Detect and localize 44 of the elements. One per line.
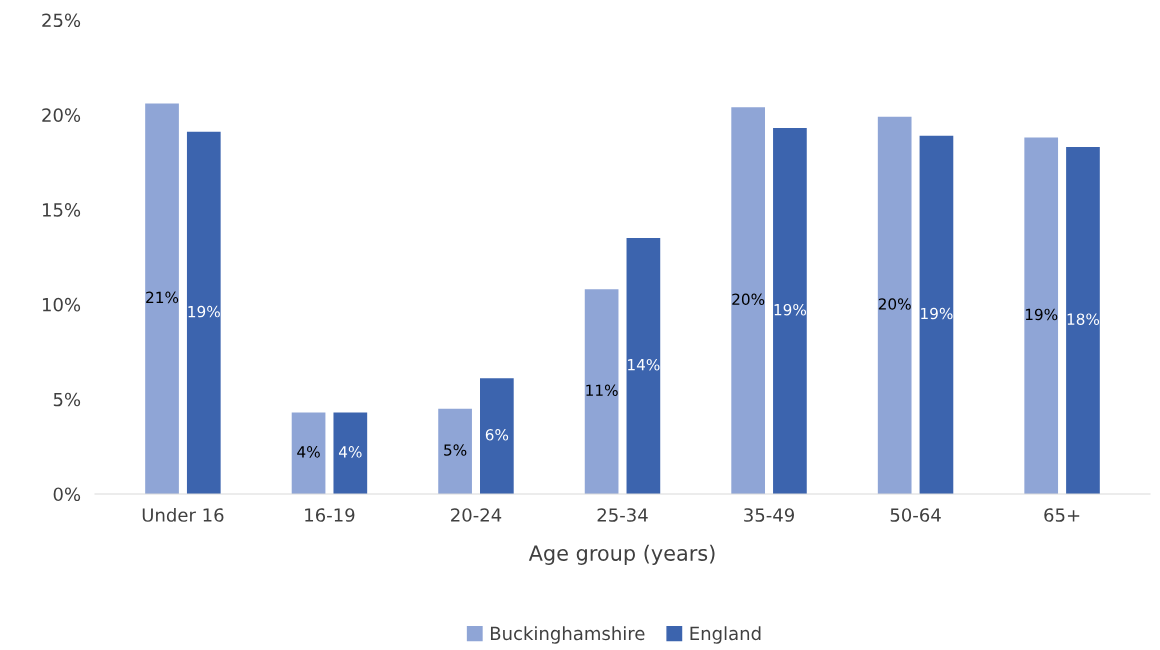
data-label: 19% bbox=[774, 303, 807, 316]
x-tick-label: 16-19 bbox=[305, 508, 355, 522]
x-tick-label: 65+ bbox=[1044, 508, 1080, 522]
bar bbox=[584, 289, 619, 494]
legend-label: England bbox=[690, 626, 761, 644]
bar bbox=[438, 408, 472, 494]
bar bbox=[291, 412, 326, 494]
bar bbox=[877, 116, 912, 494]
x-tick-label: 25-34 bbox=[597, 508, 648, 522]
bar bbox=[919, 135, 954, 494]
data-label: 19% bbox=[921, 307, 953, 320]
bar bbox=[773, 128, 807, 494]
y-tick-label: 10% bbox=[42, 297, 81, 312]
legend-label: Buckinghamshire bbox=[490, 626, 645, 644]
data-label: 11% bbox=[586, 384, 618, 397]
data-label: 4% bbox=[297, 446, 320, 458]
bar bbox=[1024, 137, 1059, 494]
data-label: 4% bbox=[338, 446, 362, 458]
bar bbox=[1066, 147, 1100, 494]
data-label: 18% bbox=[1067, 313, 1100, 325]
y-tick-label: 15% bbox=[42, 203, 81, 217]
x-tick-label: 35-49 bbox=[744, 508, 794, 522]
y-tick-label: 25% bbox=[42, 13, 81, 28]
data-label: 14% bbox=[628, 358, 660, 371]
bar bbox=[480, 378, 514, 494]
x-axis-title: Age group (years) bbox=[528, 544, 715, 565]
bar bbox=[731, 107, 765, 494]
data-label: 5% bbox=[444, 444, 467, 456]
data-label: 6% bbox=[485, 429, 509, 441]
bar bbox=[186, 131, 221, 494]
y-tick-label: 5% bbox=[53, 392, 81, 407]
bar bbox=[333, 412, 368, 494]
data-label: 20% bbox=[878, 298, 911, 310]
data-label: 20% bbox=[732, 293, 765, 306]
x-tick-label: 20-24 bbox=[451, 508, 502, 522]
x-tick-label: 50-64 bbox=[890, 508, 941, 522]
data-label: 19% bbox=[188, 305, 220, 318]
y-tick-label: 20% bbox=[42, 108, 81, 122]
x-tick-label: Under 16 bbox=[142, 507, 224, 522]
bar bbox=[145, 103, 179, 494]
bar bbox=[626, 238, 661, 494]
data-label: 21% bbox=[146, 291, 179, 304]
data-label: 19% bbox=[1025, 308, 1058, 321]
y-tick-label: 0% bbox=[53, 487, 81, 502]
